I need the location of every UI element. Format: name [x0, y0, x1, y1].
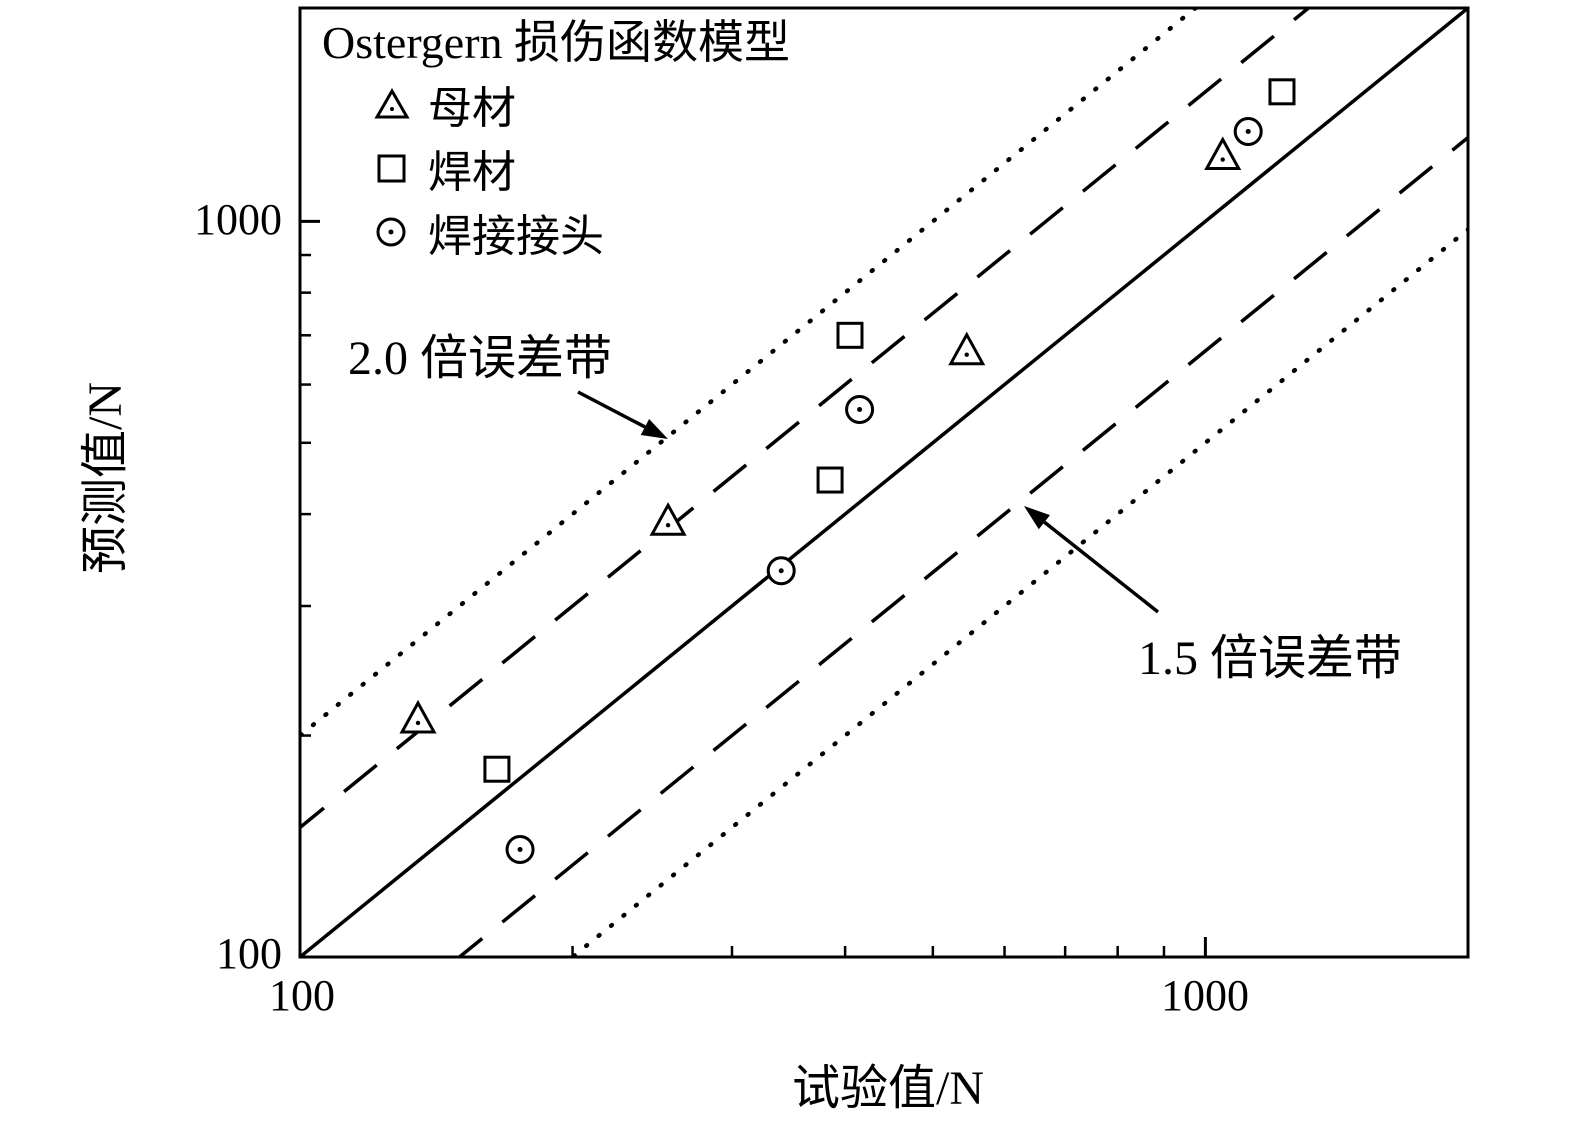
data-point-square — [836, 321, 864, 349]
x-axis-label: 试验值/N — [791, 1062, 984, 1115]
legend-label-base-metal: 母材 — [428, 84, 516, 133]
y-tick-label-1000: 1000 — [194, 195, 282, 244]
y-axis-label: 预测值/N — [79, 381, 132, 575]
2.0x-error-band-upper — [300, 8, 1200, 739]
data-point-center-dot — [415, 720, 421, 726]
data-point-triangle — [1204, 136, 1242, 171]
data-point-center-dot — [964, 352, 969, 357]
legend-item-base-metal: 母材 — [374, 72, 790, 136]
x-tick-label-1000: 1000 — [1161, 971, 1249, 1020]
data-point-square — [816, 466, 844, 494]
1.5x-error-band-upper — [300, 8, 1312, 830]
legend-label-weld-metal: 焊材 — [428, 148, 516, 197]
data-point-center-dot — [778, 568, 784, 574]
data-point-triangle — [399, 699, 437, 734]
data-point-triangle — [649, 502, 687, 536]
annotation-arrow-line — [577, 390, 646, 429]
data-points — [399, 78, 1296, 865]
plot-border — [298, 6, 1470, 959]
identity-line — [300, 8, 1468, 957]
annotation-arrow-line — [1043, 520, 1160, 614]
legend-item-welded-joint: 焊接接头 — [374, 200, 790, 264]
triangle-marker-icon — [374, 88, 410, 119]
legend-item-weld-metal: 焊材 — [374, 136, 790, 200]
data-point-triangle — [948, 331, 986, 366]
data-point-square — [1268, 78, 1296, 106]
data-point-center-dot — [517, 847, 523, 853]
reference-lines — [300, 8, 1468, 957]
data-point-center-dot — [665, 522, 671, 528]
data-point-center-dot — [1245, 128, 1251, 134]
x-tick-label-100: 100 — [269, 971, 335, 1020]
data-point-center-dot — [857, 406, 863, 412]
legend: Ostergern 损伤函数模型 母材 焊材 焊接接头 — [322, 14, 790, 264]
legend-title: Ostergern 损伤函数模型 — [322, 17, 791, 68]
y-tick-label-100: 100 — [216, 929, 282, 978]
annotation-1p5x-error-band: 1.5 倍误差带 — [1138, 632, 1403, 685]
annotation-2x-error-band: 2.0 倍误差带 — [348, 332, 613, 385]
axis-ticks — [298, 219, 1207, 959]
circle-dot-marker-icon — [376, 217, 406, 247]
square-marker-icon — [377, 154, 406, 183]
legend-label-welded-joint: 焊接接头 — [428, 212, 604, 261]
annotation-arrowhead — [640, 418, 668, 439]
annotation-arrowhead — [1024, 506, 1050, 530]
data-point-square — [483, 755, 511, 783]
data-point-center-dot — [1220, 157, 1225, 162]
1.5x-error-band-lower — [456, 135, 1468, 957]
